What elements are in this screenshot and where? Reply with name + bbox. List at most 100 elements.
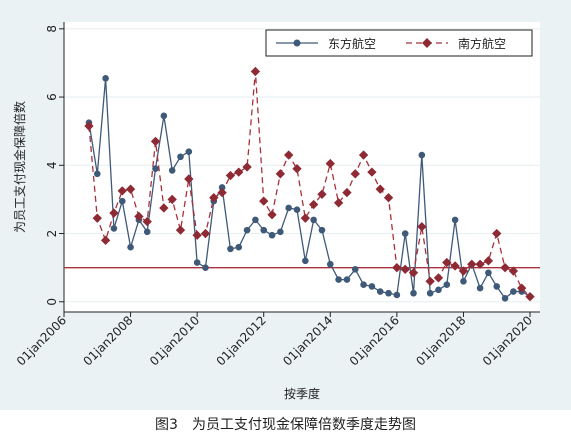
data-point-dongfang (218, 184, 226, 191)
data-point-nanfang (200, 228, 211, 239)
figure-caption: 图3 为员工支付现金保障倍数季度走势图 (155, 417, 416, 433)
data-point-nanfang (159, 203, 169, 213)
data-point-dongfang (318, 226, 326, 234)
data-point-dongfang (368, 283, 376, 290)
data-point-dongfang (460, 277, 467, 285)
data-point-nanfang (217, 187, 227, 198)
data-point-nanfang (192, 230, 202, 240)
data-point-dongfang (260, 226, 268, 234)
data-point-nanfang (109, 208, 119, 218)
data-point-nanfang (458, 266, 469, 276)
data-point-dongfang (426, 289, 434, 297)
data-point-nanfang (317, 189, 327, 199)
y-tick-label: 6 (45, 93, 59, 101)
data-point-nanfang (150, 136, 161, 147)
data-point-nanfang (433, 273, 444, 283)
legend-marker-series1 (293, 39, 301, 47)
data-point-nanfang (408, 268, 419, 278)
data-point-nanfang (225, 170, 236, 181)
y-tick-label: 2 (45, 230, 59, 238)
data-point-dongfang (310, 216, 317, 224)
data-point-dongfang (360, 281, 367, 289)
data-point-dongfang (127, 243, 134, 251)
data-point-dongfang (143, 228, 151, 236)
x-tick-label: 01jan2016 (347, 313, 402, 368)
data-point-dongfang (268, 231, 276, 239)
data-point-dongfang (493, 283, 501, 290)
data-point-dongfang (435, 286, 442, 294)
data-point-nanfang (284, 150, 294, 160)
data-point-nanfang (325, 158, 335, 169)
data-point-nanfang (84, 121, 94, 131)
data-point-dongfang (476, 284, 484, 292)
data-point-nanfang (92, 213, 102, 223)
y-tick-label: 4 (45, 161, 59, 169)
data-point-nanfang (442, 257, 452, 268)
data-point-dongfang (243, 226, 251, 234)
data-point-dongfang (485, 269, 492, 277)
data-point-dongfang (185, 148, 193, 155)
data-point-dongfang (343, 276, 351, 283)
data-point-nanfang (383, 193, 394, 203)
data-point-nanfang (492, 228, 502, 239)
data-point-nanfang (292, 164, 302, 174)
data-point-nanfang (392, 262, 402, 273)
data-point-dongfang (110, 225, 118, 232)
data-point-dongfang (277, 228, 284, 236)
data-point-dongfang (326, 260, 334, 268)
data-point-nanfang (267, 210, 277, 220)
data-point-nanfang (417, 222, 427, 232)
data-point-nanfang (483, 256, 494, 266)
data-point-dongfang (202, 264, 209, 271)
data-point-nanfang (367, 167, 377, 177)
data-point-nanfang (450, 261, 460, 271)
data-point-dongfang (501, 295, 509, 302)
data-point-nanfang (125, 184, 136, 194)
data-point-nanfang (275, 169, 286, 179)
data-point-nanfang (234, 167, 244, 177)
y-axis-title: 为员工支付现金保障倍数 (12, 101, 27, 233)
data-point-nanfang (333, 198, 344, 208)
data-point-dongfang (418, 151, 426, 159)
data-point-nanfang (375, 184, 385, 194)
data-point-dongfang (193, 259, 201, 266)
data-point-nanfang (400, 264, 410, 275)
data-point-nanfang (467, 259, 477, 269)
data-point-dongfang (235, 243, 243, 251)
data-point-dongfang (335, 276, 342, 283)
data-point-dongfang (385, 289, 392, 297)
data-point-dongfang (510, 288, 517, 295)
x-tick-label: 01jan2018 (413, 313, 468, 368)
data-point-dongfang (351, 266, 359, 273)
data-point-nanfang (259, 196, 269, 206)
data-point-nanfang (500, 262, 510, 273)
data-point-nanfang (117, 186, 127, 196)
x-tick-label: 01jan2014 (280, 313, 335, 368)
data-point-dongfang (285, 204, 292, 212)
data-point-nanfang (175, 225, 186, 235)
data-point-nanfang (209, 193, 219, 203)
data-point-dongfang (443, 281, 451, 289)
y-tick-label: 0 (45, 298, 59, 306)
data-point-nanfang (167, 194, 177, 205)
data-point-dongfang (227, 245, 234, 253)
data-point-dongfang (401, 230, 409, 237)
data-point-dongfang (93, 170, 101, 178)
data-point-dongfang (451, 216, 459, 224)
data-point-dongfang (252, 216, 259, 224)
y-tick-label: 8 (45, 25, 59, 33)
data-point-nanfang (358, 150, 369, 160)
data-point-nanfang (475, 259, 485, 269)
x-tick-label: 01jan2012 (214, 313, 269, 368)
x-tick-label: 01jan2008 (80, 313, 135, 368)
data-point-nanfang (300, 213, 310, 223)
series-line-dongfang (88, 77, 531, 300)
data-point-nanfang (134, 211, 144, 222)
data-point-nanfang (308, 199, 319, 210)
data-point-dongfang (168, 167, 176, 174)
data-point-dongfang (302, 257, 309, 265)
data-point-nanfang (142, 216, 152, 227)
data-point-nanfang (350, 169, 360, 179)
data-point-nanfang (250, 66, 261, 77)
